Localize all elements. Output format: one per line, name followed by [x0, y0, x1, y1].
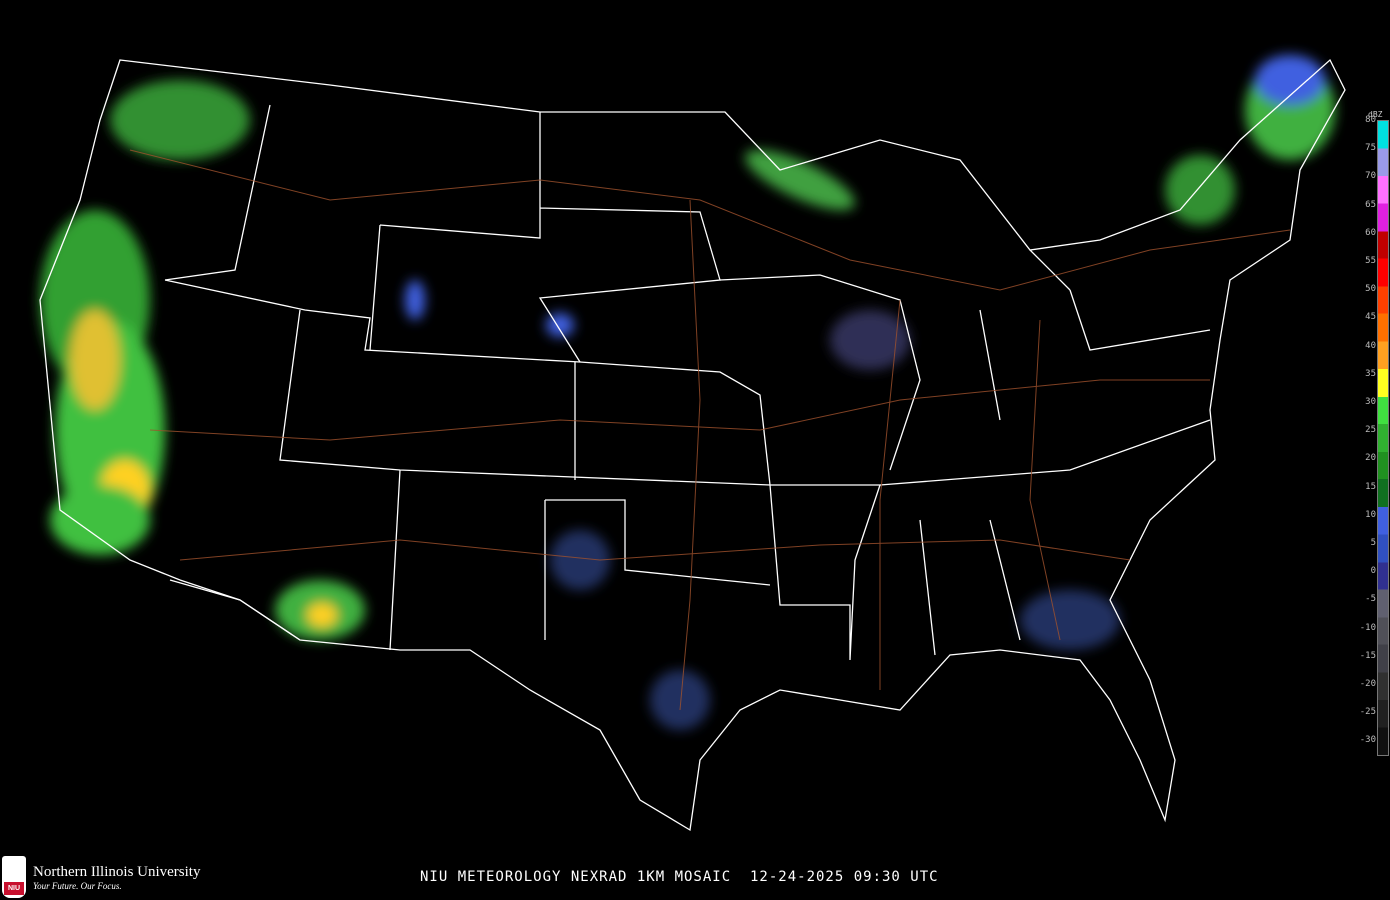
- legend-label: 80: [1365, 115, 1376, 125]
- niu-seal-icon: NIU: [2, 856, 26, 898]
- dbz-color-scale: [1377, 120, 1389, 756]
- legend-label: 25: [1365, 425, 1376, 436]
- legend-label: -5: [1365, 594, 1376, 605]
- seal-text: NIU: [4, 882, 24, 895]
- legend-label: 55: [1365, 256, 1376, 266]
- legend-label: 60: [1365, 227, 1376, 238]
- university-name: Northern Illinois University: [33, 863, 201, 880]
- legend-label: -30: [1359, 735, 1376, 746]
- legend-label: 10: [1365, 509, 1376, 520]
- legend-label: -10: [1359, 622, 1376, 633]
- legend-label: -20: [1359, 679, 1376, 689]
- legend-label: 75: [1365, 143, 1376, 154]
- university-tagline: Your Future. Our Focus.: [33, 880, 122, 891]
- state-borders: [39, 58, 1346, 832]
- legend-unit: dBZ: [1368, 110, 1383, 119]
- legend-label: 40: [1365, 340, 1376, 351]
- legend-label: -25: [1359, 707, 1376, 718]
- legend-label: 35: [1365, 368, 1376, 379]
- radar-echoes: [40, 55, 1335, 730]
- niu-logo: NIU Northern Illinois University Your Fu…: [2, 856, 200, 898]
- legend-label: 65: [1365, 199, 1376, 210]
- legend-label: 15: [1365, 481, 1376, 492]
- legend-label: -15: [1359, 650, 1376, 661]
- legend-label: 0: [1370, 566, 1376, 577]
- legend-label: 5: [1370, 538, 1376, 548]
- legend-label: 30: [1365, 397, 1376, 407]
- legend-label: 20: [1365, 453, 1376, 464]
- legend-label: 45: [1365, 312, 1376, 323]
- highways: [129, 149, 1291, 711]
- legend-label: 50: [1365, 284, 1376, 295]
- legend-label: 70: [1365, 171, 1376, 182]
- map-title: NIU METEOROLOGY NEXRAD 1KM MOSAIC 12-24-…: [420, 869, 939, 885]
